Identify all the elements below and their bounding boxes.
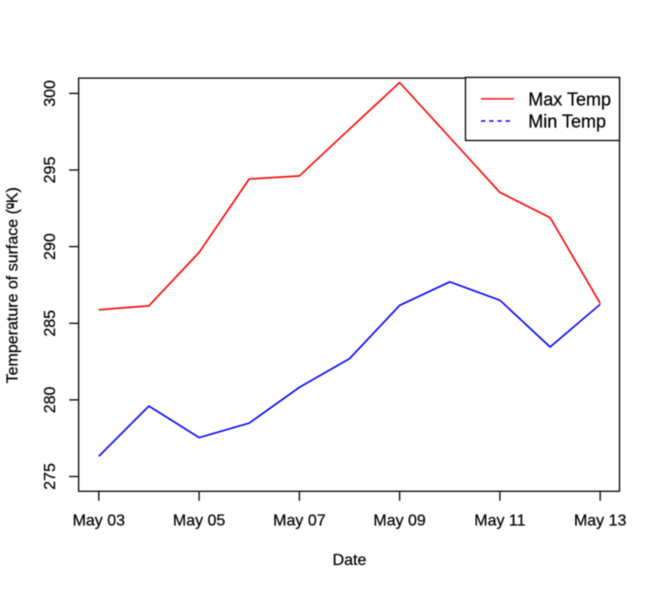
svg-text:Date: Date — [333, 552, 367, 569]
svg-text:290: 290 — [42, 233, 59, 260]
svg-text:275: 275 — [42, 463, 59, 490]
svg-text:May 13: May 13 — [574, 513, 627, 530]
svg-text:May 03: May 03 — [73, 513, 126, 530]
svg-text:280: 280 — [42, 386, 59, 413]
svg-text:May 11: May 11 — [474, 513, 525, 530]
svg-text:Min Temp: Min Temp — [528, 112, 606, 132]
svg-text:285: 285 — [42, 310, 59, 337]
svg-text:300: 300 — [42, 80, 59, 107]
svg-text:May 05: May 05 — [173, 513, 226, 530]
svg-text:Temperature of surface (ºK): Temperature of surface (ºK) — [4, 187, 21, 383]
svg-text:295: 295 — [42, 157, 59, 184]
svg-text:May 09: May 09 — [373, 513, 426, 530]
svg-text:Max Temp: Max Temp — [528, 89, 611, 109]
svg-text:May 07: May 07 — [273, 513, 326, 530]
